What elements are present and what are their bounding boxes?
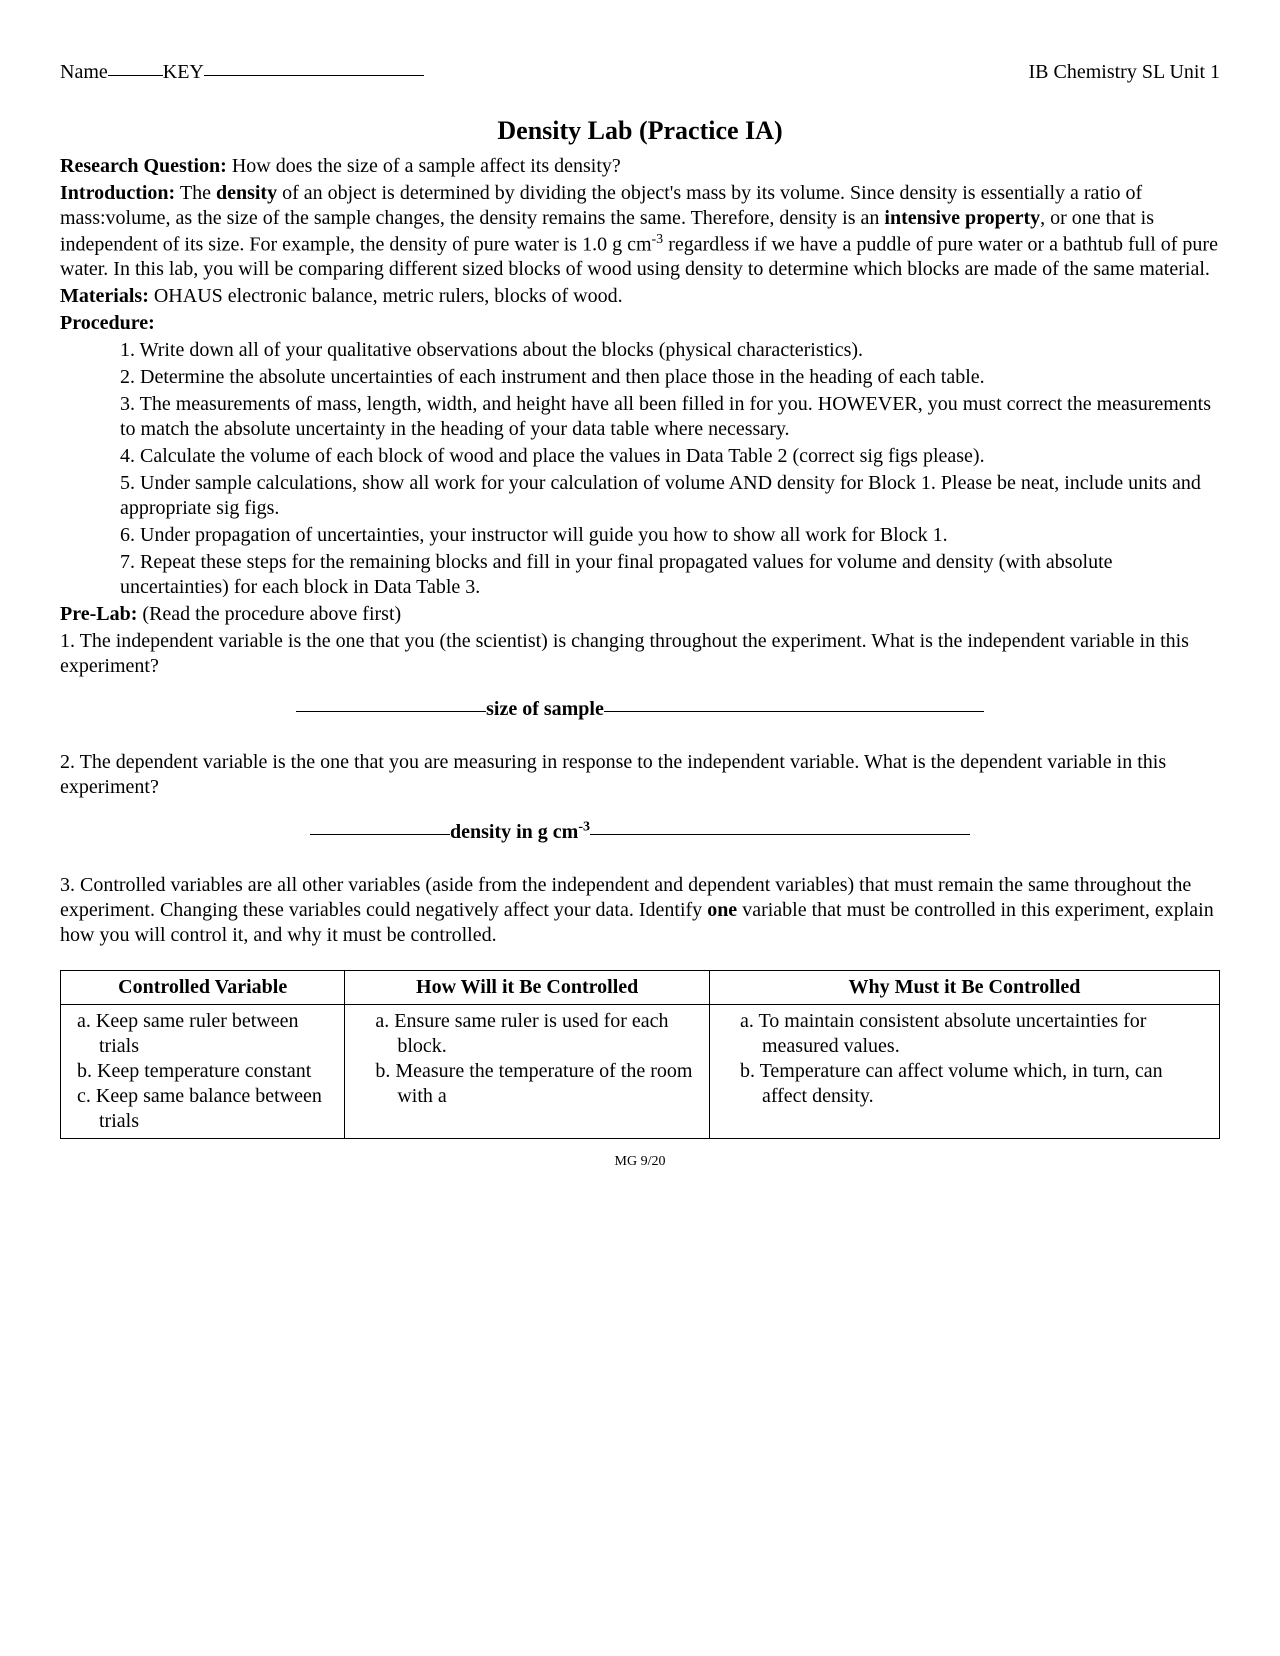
table-cell: a. Keep same ruler between trials b. Kee… — [61, 1004, 345, 1138]
key-text: KEY — [163, 61, 204, 83]
page-header: Name KEY IB Chemistry SL Unit 1 — [60, 60, 1220, 85]
table-header: How Will it Be Controlled — [345, 970, 710, 1004]
procedure-item: 7. Repeat these steps for the remaining … — [120, 550, 1220, 600]
procedure-item: 2. Determine the absolute uncertainties … — [120, 365, 1220, 390]
table-row: a. Keep same ruler between trials b. Kee… — [61, 1004, 1220, 1138]
materials: Materials: OHAUS electronic balance, met… — [60, 284, 1220, 309]
procedure-item: 3. The measurements of mass, length, wid… — [120, 392, 1220, 442]
table-cell: a. Ensure same ruler is used for each bl… — [345, 1004, 710, 1138]
prelab-header: Pre-Lab: (Read the procedure above first… — [60, 602, 1220, 627]
procedure-item: 5. Under sample calculations, show all w… — [120, 471, 1220, 521]
research-question: Research Question: How does the size of … — [60, 154, 1220, 179]
underline-left — [296, 711, 486, 712]
name-blank-right — [204, 75, 424, 76]
procedure-list: 1. Write down all of your qualitative ob… — [120, 338, 1220, 600]
table-cell: a. To maintain consistent absolute uncer… — [709, 1004, 1219, 1138]
introduction: Introduction: The density of an object i… — [60, 181, 1220, 283]
underline-right — [604, 711, 984, 712]
table-header-row: Controlled Variable How Will it Be Contr… — [61, 970, 1220, 1004]
answer-2-text: density in g cm-3 — [450, 821, 590, 843]
materials-text: OHAUS electronic balance, metric rulers,… — [149, 285, 623, 307]
answer-1: size of sample — [60, 697, 1220, 722]
answer-2: density in g cm-3 — [60, 818, 1220, 845]
underline-left — [310, 834, 450, 835]
procedure-item: 1. Write down all of your qualitative ob… — [120, 338, 1220, 363]
table-header: Controlled Variable — [61, 970, 345, 1004]
materials-label: Materials: — [60, 285, 149, 307]
prelab-label: Pre-Lab: — [60, 603, 137, 625]
rq-text: How does the size of a sample affect its… — [227, 155, 621, 177]
underline-right — [590, 834, 970, 835]
name-field: Name KEY — [60, 60, 424, 85]
course-label: IB Chemistry SL Unit 1 — [1029, 60, 1220, 85]
procedure-item: 6. Under propagation of uncertainties, y… — [120, 523, 1220, 548]
procedure-label-row: Procedure: — [60, 311, 1220, 336]
prelab-q2: 2. The dependent variable is the one tha… — [60, 750, 1220, 800]
prelab-note: (Read the procedure above first) — [137, 603, 401, 625]
procedure-label: Procedure: — [60, 312, 155, 334]
page-title: Density Lab (Practice IA) — [60, 115, 1220, 148]
page-footer: MG 9/20 — [60, 1153, 1220, 1171]
name-blank-left — [108, 75, 163, 76]
prelab-q3: 3. Controlled variables are all other va… — [60, 873, 1220, 948]
controlled-variables-table: Controlled Variable How Will it Be Contr… — [60, 970, 1220, 1139]
table-header: Why Must it Be Controlled — [709, 970, 1219, 1004]
prelab-q1: 1. The independent variable is the one t… — [60, 629, 1220, 679]
procedure-item: 4. Calculate the volume of each block of… — [120, 444, 1220, 469]
intro-label: Introduction: — [60, 182, 175, 204]
answer-1-text: size of sample — [486, 698, 604, 720]
rq-label: Research Question: — [60, 155, 227, 177]
name-label: Name — [60, 61, 108, 83]
